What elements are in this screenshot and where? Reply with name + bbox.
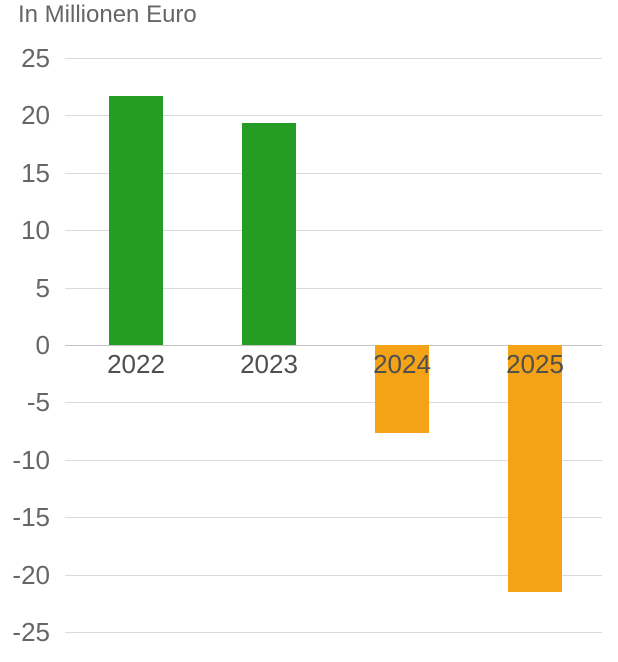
y-axis-tick-label: -15 [12, 502, 50, 532]
y-axis-tick-label: 0 [35, 330, 50, 360]
gridline [65, 402, 602, 403]
gridline [65, 460, 602, 461]
gridline [65, 58, 602, 59]
bar-2024 [375, 345, 429, 433]
x-axis-category-label: 2024 [373, 349, 431, 379]
zero-gridline [65, 345, 602, 346]
bar-2025 [508, 345, 562, 592]
y-axis-tick-label: 10 [21, 215, 50, 245]
y-axis-tick-label: 25 [21, 43, 50, 73]
gridline [65, 517, 602, 518]
y-axis-tick-label: -20 [12, 560, 50, 590]
chart-title: In Millionen Euro [18, 1, 197, 28]
y-axis-tick-label: -25 [12, 617, 50, 647]
y-axis-tick-label: 5 [35, 273, 50, 303]
gridline [65, 173, 602, 174]
gridline [65, 288, 602, 289]
bar-2022 [109, 96, 163, 345]
y-axis-tick-label: 20 [21, 100, 50, 130]
y-axis-tick-label: -10 [12, 445, 50, 475]
x-axis-category-label: 2023 [240, 349, 298, 379]
x-axis-category-label: 2022 [107, 349, 165, 379]
y-axis-tick-label: 15 [21, 158, 50, 188]
gridline [65, 575, 602, 576]
gridline [65, 230, 602, 231]
x-axis-category-label: 2025 [506, 349, 564, 379]
gridline [65, 115, 602, 116]
bar-2023 [242, 123, 296, 345]
y-axis-tick-label: -5 [26, 387, 50, 417]
gridline [65, 632, 602, 633]
